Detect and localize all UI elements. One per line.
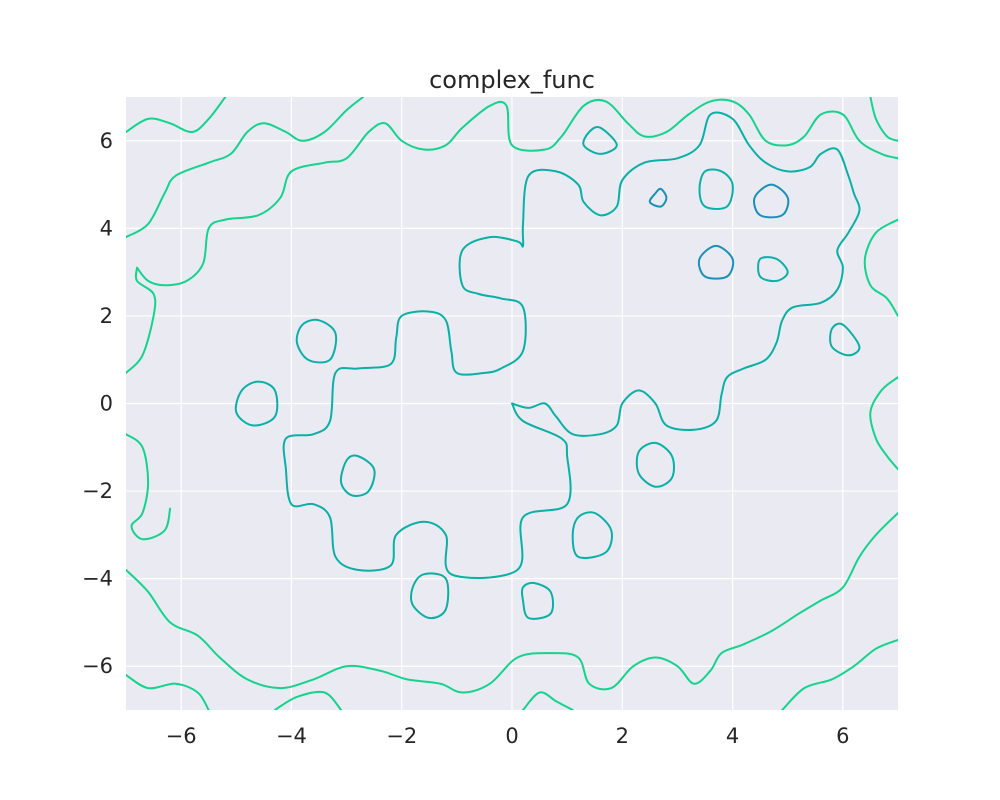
contour-line-low [126, 433, 172, 541]
contour-lines [126, 97, 898, 710]
contour-line-low [126, 266, 157, 374]
contour-line-mid [339, 454, 376, 497]
contour-line-high [648, 187, 668, 208]
contour-line-mid [635, 441, 675, 488]
x-tick-label: 4 [726, 724, 739, 748]
x-tick-label: 6 [836, 724, 849, 748]
contour-line-mid [698, 168, 734, 210]
contour-line-high [697, 244, 735, 280]
contour-line-low [126, 512, 898, 694]
x-tick-label: −6 [166, 724, 197, 748]
contour-line-low [522, 691, 574, 710]
x-axis-ticks: −6 −4 −2 0 2 4 6 [166, 724, 850, 748]
y-tick-label: 4 [100, 216, 113, 240]
contour-line-mid [282, 111, 861, 579]
contour-line-low [869, 376, 898, 471]
contour-line-mid [410, 572, 450, 620]
x-tick-label: 0 [505, 724, 518, 748]
contour-line-low [126, 97, 227, 134]
x-tick-label: −2 [386, 724, 417, 748]
y-tick-label: −4 [82, 567, 113, 591]
contour-line-mid [757, 256, 789, 283]
contour-line-mid [571, 511, 613, 559]
contour-line-low [781, 638, 898, 710]
y-tick-label: 6 [100, 129, 113, 153]
contour-line-low [136, 98, 898, 287]
y-tick-label: 2 [100, 304, 113, 328]
contour-line-mid [582, 126, 618, 155]
contour-line-low [126, 97, 365, 239]
x-tick-label: 2 [616, 724, 629, 748]
contour-line-high [753, 183, 790, 219]
y-tick-label: 0 [100, 392, 113, 416]
contour-line-low [863, 218, 898, 317]
x-tick-label: −4 [276, 724, 307, 748]
contour-line-mid [520, 581, 555, 620]
contour-line-low [273, 690, 343, 710]
contour-line-mid [829, 322, 861, 357]
contour-line-low [869, 97, 898, 142]
y-tick-label: −2 [82, 479, 113, 503]
chart-title: complex_func [429, 66, 595, 94]
y-tick-label: −6 [82, 654, 113, 678]
contour-line-low [126, 674, 210, 710]
y-axis-ticks: −6 −4 −2 0 2 4 6 [82, 129, 113, 678]
contour-line-mid [234, 380, 279, 427]
contour-line-mid [295, 318, 338, 364]
